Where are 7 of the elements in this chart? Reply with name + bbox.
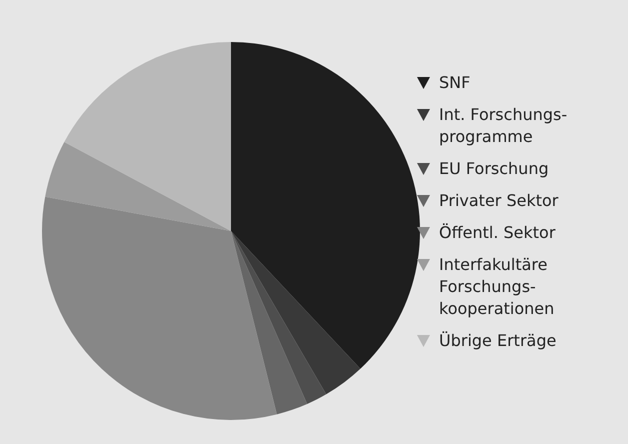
legend-label: Int. Forschungs-programme (439, 104, 568, 148)
legend-label: EU Forschung (439, 158, 549, 180)
legend-label: Öffentl. Sektor (439, 222, 556, 244)
legend-label: SNF (439, 72, 470, 94)
legend-label: Interfakultäre Forschungs-kooperationen (439, 254, 556, 320)
legend-label: Übrige Erträge (439, 330, 556, 352)
legend-label: Privater Sektor (439, 190, 558, 212)
